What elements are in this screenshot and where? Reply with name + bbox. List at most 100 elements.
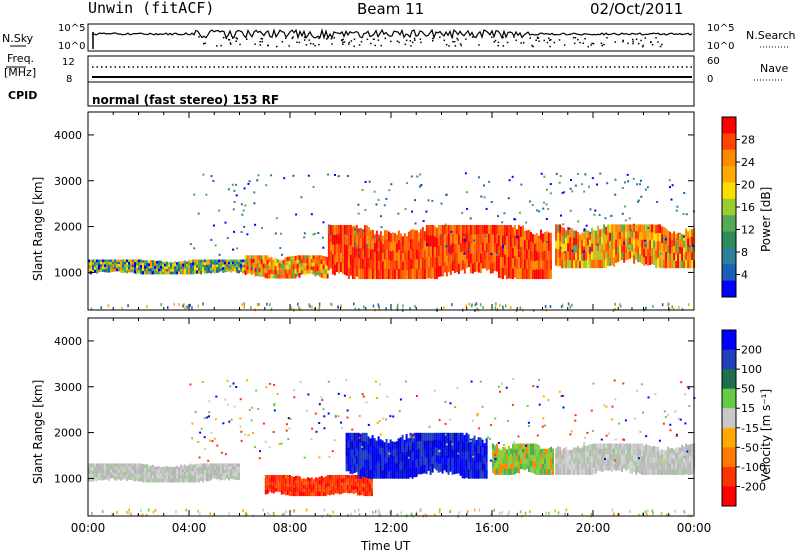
- velocity-scatter-point: [663, 410, 666, 413]
- power-cell: [114, 264, 116, 267]
- velocity-cell: [88, 467, 90, 472]
- power-cell: [625, 231, 628, 240]
- power-cell: [387, 250, 390, 261]
- velocity-scatter-point: [398, 410, 401, 413]
- velocity-scatter-point: [361, 446, 363, 448]
- power-scatter-point: [483, 196, 486, 199]
- power-cell: [304, 267, 307, 272]
- velocity-cell: [345, 432, 348, 441]
- velocity-cell: [635, 455, 638, 463]
- velocity-cell: [649, 468, 652, 475]
- velocity-scatter-point: [399, 398, 402, 401]
- power-cell: [284, 273, 287, 279]
- velocity-cell: [110, 475, 112, 479]
- power-cell: [94, 264, 96, 268]
- velocity-cell: [677, 468, 680, 475]
- power-ground-echo: [191, 306, 193, 310]
- power-scatter-point: [380, 215, 382, 218]
- velocity-cell: [583, 444, 586, 452]
- velocity-cell: [492, 461, 494, 468]
- power-cell: [567, 243, 570, 252]
- power-cell: [583, 246, 586, 255]
- power-cell: [573, 260, 576, 269]
- power-scatter-point: [261, 227, 264, 229]
- power-scatter-point: [270, 174, 273, 177]
- power-scatter-point: [369, 243, 372, 246]
- power-cell: [106, 262, 108, 265]
- nsearch-dot: [614, 41, 616, 43]
- power-cell: [691, 244, 694, 253]
- power-cell: [108, 264, 110, 268]
- time-axis-tick-label: 16:00: [475, 521, 510, 535]
- power-cell: [329, 242, 332, 252]
- velocity-cell: [435, 440, 438, 449]
- velocity-cell: [453, 449, 456, 458]
- nsearch-dot: [531, 44, 533, 47]
- velocity-cell: [214, 475, 216, 479]
- power-cell: [459, 252, 462, 262]
- velocity-cell: [190, 474, 192, 479]
- velocity-ground-echo: [524, 511, 527, 515]
- velocity-cell: [216, 472, 218, 477]
- velocity-scatter-point: [676, 433, 678, 436]
- velocity-cell: [272, 482, 275, 487]
- velocity-scatter-point: [285, 423, 288, 426]
- velocity-cell: [168, 466, 170, 471]
- velocity-cell: [362, 491, 365, 497]
- power-cell: [214, 262, 216, 266]
- power-scatter-point: [240, 203, 243, 206]
- power-cell: [266, 273, 269, 279]
- power-cell: [397, 240, 400, 251]
- velocity-cell: [631, 455, 634, 462]
- power-cell: [114, 266, 116, 270]
- power-cell: [228, 261, 230, 265]
- velocity-cell: [358, 483, 361, 488]
- power-cell: [631, 244, 634, 252]
- power-cell: [262, 267, 265, 273]
- velocity-cell: [415, 450, 418, 460]
- power-scatter-point: [659, 252, 662, 255]
- power-scatter-point: [559, 175, 562, 178]
- velocity-cell: [461, 459, 464, 470]
- velocity-cell: [593, 443, 596, 450]
- velocity-cell: [92, 477, 94, 482]
- power-cell: [543, 241, 546, 252]
- power-cell: [451, 252, 454, 262]
- velocity-scatter-point: [683, 455, 686, 458]
- velocity-cell: [200, 466, 202, 471]
- power-scatter-point: [243, 187, 246, 190]
- power-cell: [361, 248, 364, 260]
- velocity-ground-echo: [590, 512, 593, 516]
- power-cell: [314, 271, 317, 277]
- power-cell: [104, 259, 106, 263]
- velocity-cell: [550, 446, 552, 453]
- velocity-scatter-point: [608, 432, 610, 435]
- velocity-cell: [419, 465, 422, 475]
- power-cell: [272, 266, 275, 272]
- velocity-cell: [559, 458, 562, 464]
- velocity-cell: [419, 441, 422, 450]
- power-cell: [373, 252, 376, 262]
- velocity-cell: [350, 478, 353, 483]
- power-cell: [318, 271, 321, 277]
- velocity-scatter-point: [611, 405, 614, 408]
- velocity-cell: [663, 469, 666, 475]
- velocity-scatter-point: [248, 408, 251, 411]
- velocity-cell: [681, 462, 684, 469]
- nsearch-dot: [350, 40, 353, 42]
- velocity-cell: [433, 439, 436, 448]
- power-cell: [399, 260, 402, 270]
- power-cell: [579, 241, 582, 249]
- velocity-cell: [463, 460, 466, 470]
- power-scatter-point: [683, 192, 686, 194]
- velocity-cell: [182, 478, 184, 483]
- power-colorbar-swatch: [722, 149, 736, 167]
- velocity-cell: [280, 478, 283, 484]
- velocity-cell: [631, 467, 634, 475]
- velocity-scatter-point: [613, 459, 616, 462]
- nsearch-dot: [582, 42, 584, 44]
- velocity-cell: [625, 464, 628, 471]
- power-cell: [627, 252, 630, 260]
- time-axis-label: Time UT: [360, 539, 411, 553]
- power-cell: [519, 257, 522, 269]
